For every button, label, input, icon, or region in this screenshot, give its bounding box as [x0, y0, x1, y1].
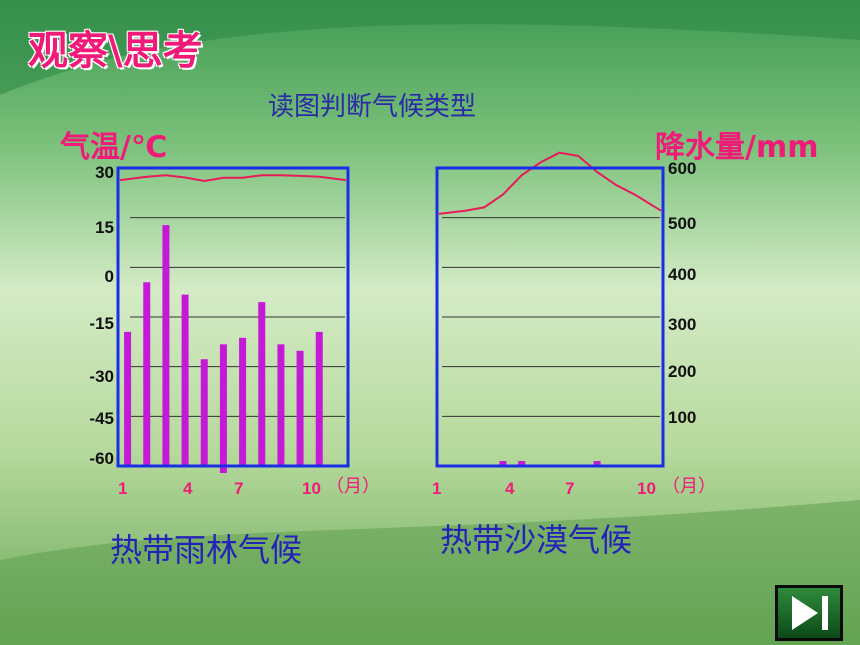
- x-tick-label: 7: [565, 479, 574, 498]
- precipitation-bar: [239, 337, 247, 466]
- x-tick-label: 7: [234, 479, 243, 498]
- x-tick-label: 1: [432, 479, 441, 498]
- precipitation-tick-label: 600: [668, 159, 696, 178]
- precipitation-bar: [162, 225, 170, 466]
- x-axis-unit: （月）: [326, 476, 380, 497]
- chart-caption-desert: 热带沙漠气候: [440, 521, 633, 559]
- precipitation-tick-label: 400: [668, 265, 696, 284]
- temperature-tick-label: 30: [95, 163, 114, 182]
- precipitation-bar: [296, 350, 304, 466]
- x-tick-label: 10: [302, 479, 321, 498]
- precipitation-bar: [143, 282, 151, 466]
- chart-caption-rainforest: 热带雨林气候: [110, 531, 303, 569]
- precipitation-bar: [258, 302, 266, 466]
- precipitation-bar: [518, 461, 526, 466]
- precipitation-bar: [181, 294, 189, 466]
- temperature-axis-title: 气温/℃: [60, 130, 168, 165]
- precipitation-bar: [315, 331, 323, 466]
- next-slide-button[interactable]: [775, 585, 843, 641]
- slide-subtitle: 读图判断气候类型: [268, 92, 477, 122]
- precipitation-tick-label: 500: [668, 214, 696, 233]
- x-axis-unit: （月）: [662, 476, 716, 497]
- play-next-icon: [792, 596, 828, 630]
- temperature-tick-label: 0: [105, 267, 114, 286]
- temperature-tick-label: -45: [89, 409, 114, 428]
- x-tick-label: 10: [637, 479, 656, 498]
- precipitation-bar: [200, 359, 208, 466]
- precipitation-tick-label: 300: [668, 315, 696, 334]
- precipitation-bar: [124, 331, 132, 466]
- temperature-line: [438, 151, 662, 215]
- x-tick-label: 4: [183, 479, 193, 498]
- x-tick-label: 1: [118, 479, 127, 498]
- slide-title: 观察\思考: [28, 28, 203, 74]
- temperature-tick-label: -30: [89, 367, 114, 386]
- temperature-tick-label: -60: [89, 449, 114, 468]
- precipitation-bar: [219, 344, 227, 473]
- precipitation-tick-label: 100: [668, 408, 696, 427]
- precipitation-axis-title: 降水量/mm: [655, 130, 819, 165]
- x-tick-label: 4: [505, 479, 515, 498]
- temperature-tick-label: -15: [89, 314, 114, 333]
- precipitation-bar: [593, 461, 601, 466]
- precipitation-bar: [277, 344, 285, 466]
- plot-frame: [435, 166, 665, 468]
- temperature-tick-label: 15: [95, 218, 114, 237]
- plot-frame: [116, 166, 350, 468]
- temperature-line: [119, 174, 347, 183]
- precipitation-tick-label: 200: [668, 362, 696, 381]
- precipitation-bar: [499, 461, 507, 466]
